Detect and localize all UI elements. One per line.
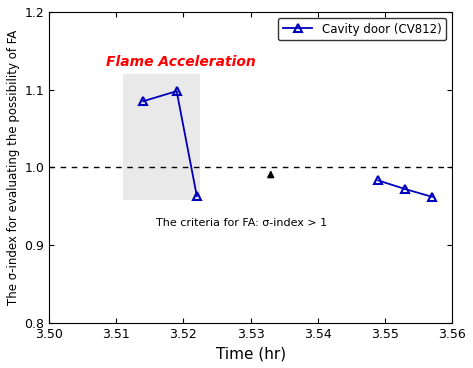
Text: Flame Acceleration: Flame Acceleration [106,55,256,69]
Legend: Cavity door (CV812): Cavity door (CV812) [278,18,447,40]
Bar [123,74,200,200]
Y-axis label: The σ-index for evaluating the possibility of FA: The σ-index for evaluating the possibili… [7,30,20,305]
X-axis label: Time (hr): Time (hr) [216,346,286,361]
Text: The criteria for FA: σ-index > 1: The criteria for FA: σ-index > 1 [157,218,328,228]
